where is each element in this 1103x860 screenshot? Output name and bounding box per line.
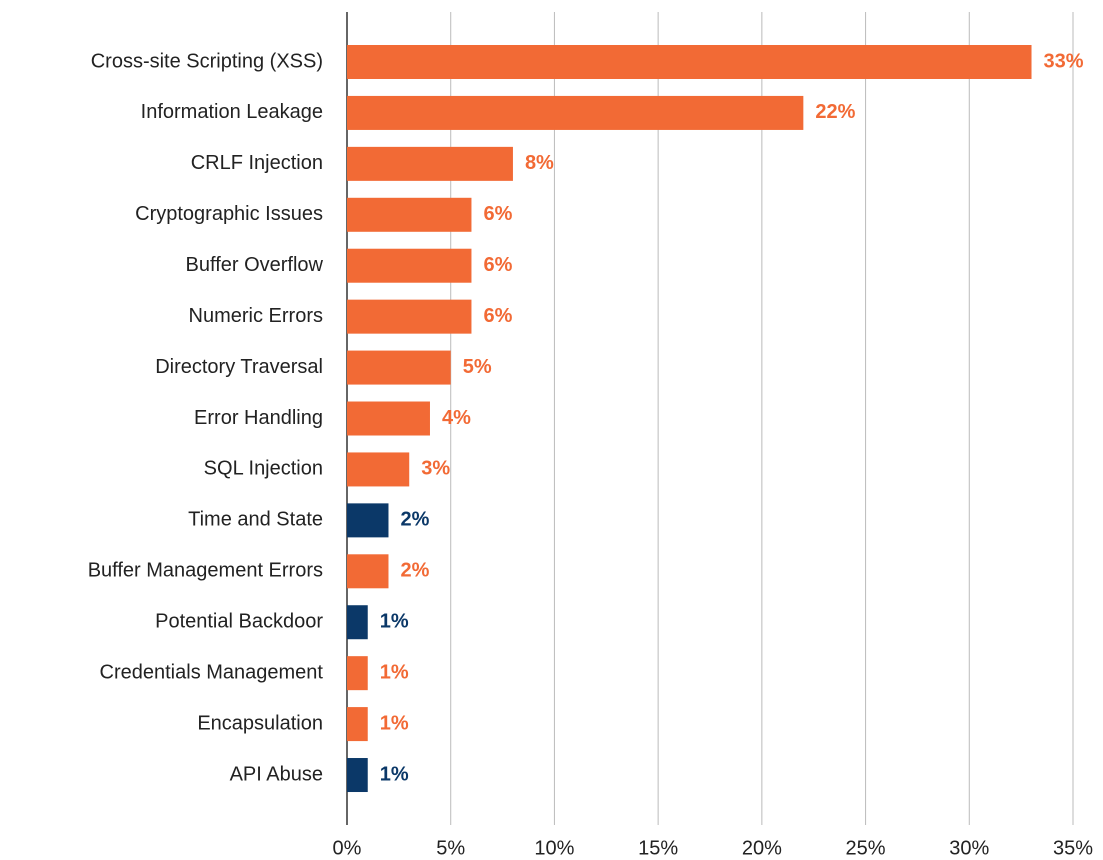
- category-label: API Abuse: [230, 763, 323, 785]
- category-label: Encapsulation: [197, 712, 323, 734]
- x-tick-label: 10%: [534, 837, 574, 859]
- value-label: 33%: [1044, 50, 1084, 72]
- value-label: 8%: [525, 152, 554, 174]
- value-label: 3%: [421, 458, 450, 480]
- value-label: 4%: [442, 407, 471, 429]
- bar: [347, 656, 368, 691]
- value-label: 2%: [400, 509, 429, 531]
- category-label: Directory Traversal: [155, 356, 323, 378]
- bar: [347, 452, 410, 487]
- bar: [347, 350, 451, 385]
- category-label: Cryptographic Issues: [135, 203, 323, 225]
- value-label: 5%: [463, 356, 492, 378]
- category-label: SQL Injection: [204, 458, 323, 480]
- value-label: 6%: [483, 254, 512, 276]
- category-label: CRLF Injection: [191, 152, 323, 174]
- category-label: Cross-site Scripting (XSS): [91, 50, 323, 72]
- bar: [347, 503, 389, 538]
- value-label: 1%: [380, 661, 409, 683]
- bar: [347, 248, 472, 283]
- value-label: 6%: [483, 305, 512, 327]
- value-label: 6%: [483, 203, 512, 225]
- category-label: Credentials Management: [100, 661, 324, 683]
- bar: [347, 401, 430, 436]
- bar: [347, 197, 472, 232]
- bar: [347, 146, 513, 181]
- bar: [347, 45, 1032, 79]
- value-label: 2%: [400, 560, 429, 582]
- x-tick-label: 15%: [638, 837, 678, 859]
- bar: [347, 707, 368, 742]
- category-label: Time and State: [188, 509, 323, 531]
- x-tick-label: 35%: [1053, 837, 1093, 859]
- category-label: Buffer Management Errors: [88, 560, 323, 582]
- bar: [347, 299, 472, 334]
- bar: [347, 758, 368, 793]
- x-tick-label: 0%: [333, 837, 362, 859]
- value-label: 1%: [380, 763, 409, 785]
- bar: [347, 605, 368, 640]
- x-tick-label: 25%: [846, 837, 886, 859]
- x-tick-label: 30%: [949, 837, 989, 859]
- value-label: 22%: [815, 101, 855, 123]
- category-label: Buffer Overflow: [186, 254, 324, 276]
- value-label: 1%: [380, 712, 409, 734]
- category-label: Potential Backdoor: [155, 611, 323, 633]
- bar: [347, 554, 389, 589]
- category-label: Error Handling: [194, 407, 323, 429]
- bar: [347, 95, 804, 130]
- value-label: 1%: [380, 611, 409, 633]
- category-label: Numeric Errors: [189, 305, 323, 327]
- category-label: Information Leakage: [141, 101, 323, 123]
- x-tick-label: 20%: [742, 837, 782, 859]
- x-tick-label: 5%: [436, 837, 465, 859]
